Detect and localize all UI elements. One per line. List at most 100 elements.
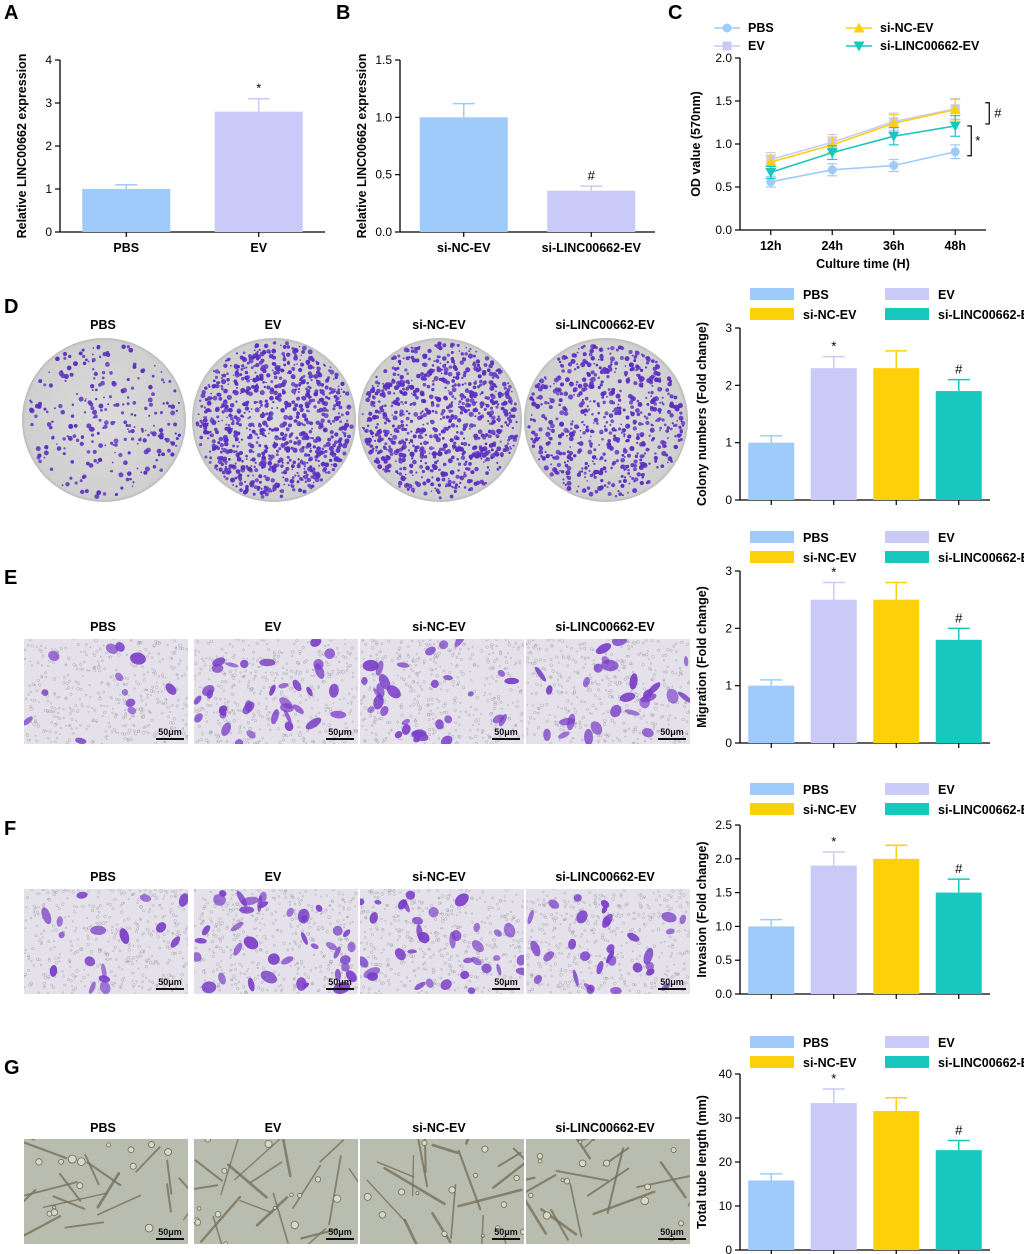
membrane-pore [122, 682, 126, 686]
colony-dot [584, 413, 587, 416]
colony-dot [306, 381, 309, 385]
membrane-pore [50, 710, 54, 714]
membrane-pore [568, 709, 571, 712]
colony-dot [615, 393, 621, 399]
membrane-pore [109, 957, 112, 961]
colony-dot [290, 374, 296, 380]
x-tick-label: EV [250, 241, 267, 255]
colony-dot [562, 451, 566, 456]
colony-dot [306, 461, 309, 464]
colony-dot [90, 406, 95, 411]
legend-swatch [885, 1056, 929, 1068]
membrane-pore [59, 733, 61, 735]
colony-dot [202, 422, 207, 428]
colony-dot [603, 371, 607, 375]
membrane-pore [139, 694, 142, 697]
membrane-pore [175, 646, 178, 649]
colony-dot [588, 352, 593, 357]
colony-dot [413, 412, 419, 417]
membrane-pore [585, 707, 589, 711]
membrane-pore [92, 652, 95, 655]
membrane-pore [558, 639, 560, 642]
membrane-pore [519, 713, 523, 717]
membrane-pore [276, 673, 279, 676]
colony-dot [250, 366, 254, 370]
colony-dot [562, 406, 567, 411]
membrane-pore [125, 682, 129, 686]
membrane-pore [62, 716, 65, 720]
membrane-pore [118, 698, 121, 702]
membrane-pore [338, 670, 343, 674]
colony-dot [571, 420, 574, 423]
colony-dot [590, 356, 595, 361]
membrane-pore [581, 715, 586, 720]
colony-dot [248, 358, 254, 364]
membrane-pore [184, 722, 188, 727]
colony-dot [234, 371, 240, 376]
membrane-pore [54, 960, 59, 965]
colony-dot [223, 441, 229, 447]
colony-dot [173, 422, 178, 427]
colony-dot [113, 442, 118, 447]
membrane-pore [141, 731, 146, 735]
colony-dot [291, 400, 296, 405]
colony-dot [481, 369, 487, 375]
membrane-pore [282, 714, 285, 717]
membrane-pore [228, 670, 232, 674]
membrane-pore [425, 703, 430, 708]
membrane-pore [180, 674, 184, 678]
colony-dot [369, 429, 373, 433]
membrane-pore [136, 955, 140, 959]
colony-dot [276, 370, 280, 375]
colony-dot [384, 442, 388, 446]
membrane-pore [574, 710, 578, 714]
membrane-pore [322, 722, 325, 726]
colony-dot [629, 475, 632, 478]
colony-dot [323, 454, 327, 459]
colony-dot [292, 488, 296, 492]
membrane-pore [198, 651, 200, 653]
colony-dot [65, 482, 70, 487]
colony-dot [389, 437, 394, 443]
membrane-pore [363, 706, 367, 710]
colony-dot [411, 402, 413, 405]
colony-dot [226, 378, 230, 382]
colony-dot [110, 420, 115, 426]
colony-dot [300, 379, 306, 385]
membrane-pore [234, 701, 237, 704]
membrane-pore [467, 647, 470, 650]
stained-cell [242, 701, 255, 715]
colony-dot [412, 444, 415, 448]
membrane-pore [645, 721, 648, 724]
membrane-pore [228, 643, 232, 646]
colony-dot [468, 427, 471, 430]
membrane-pore [146, 671, 149, 674]
colony-dot [321, 447, 325, 451]
colony-dot [323, 401, 329, 407]
colony-dot [396, 472, 399, 475]
colony-dot [236, 386, 239, 389]
colony-dot [254, 461, 257, 464]
colony-dot [283, 414, 289, 420]
colony-dot [602, 452, 606, 456]
colony-dot [157, 453, 161, 457]
membrane-pore [566, 664, 569, 668]
membrane-pore [684, 701, 688, 704]
colony-dot [464, 460, 468, 464]
membrane-pore [543, 659, 546, 662]
membrane-pore [650, 668, 653, 671]
colony-dot [543, 384, 549, 390]
colony-dot [472, 362, 477, 367]
legend-label: EV [938, 531, 955, 545]
membrane-pore [535, 691, 538, 695]
membrane-pore [461, 685, 466, 690]
colony-dot [614, 429, 617, 432]
membrane-pore [487, 734, 490, 737]
colony-dot [678, 425, 682, 429]
membrane-pore [126, 927, 129, 930]
colony-dot [627, 468, 630, 472]
colony-dot [534, 432, 538, 437]
membrane-pore [560, 707, 563, 710]
membrane-pore [401, 738, 404, 741]
membrane-pore [158, 660, 162, 663]
